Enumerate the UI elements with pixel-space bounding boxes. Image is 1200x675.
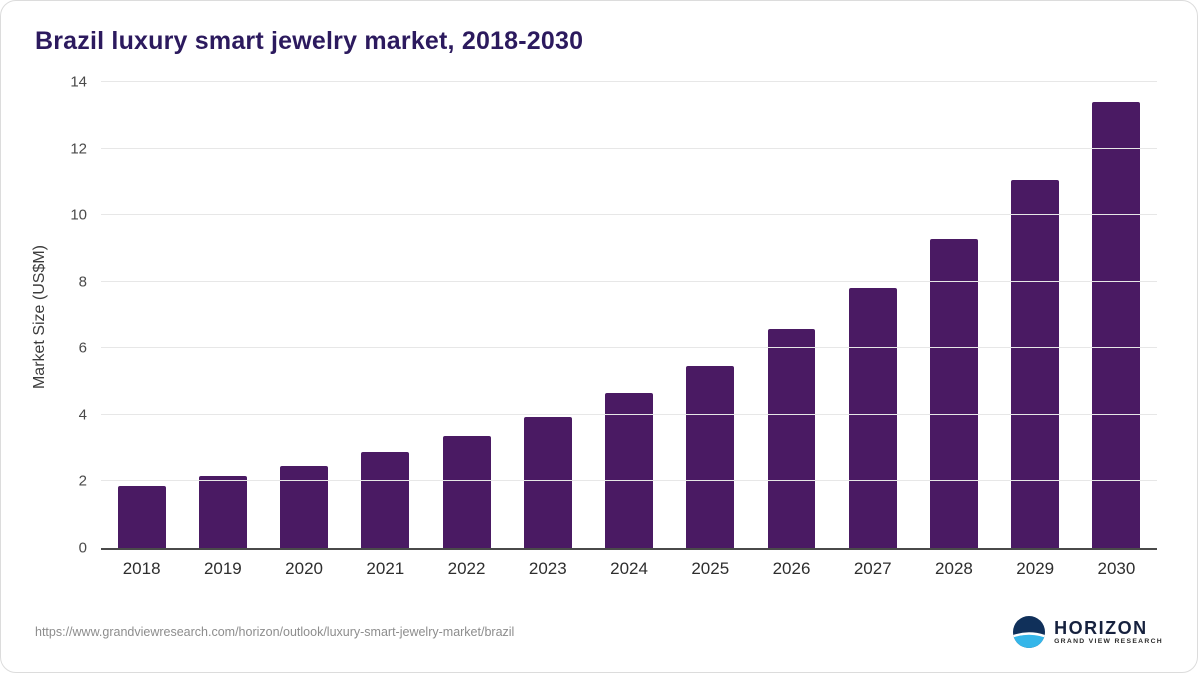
bar-chart: Market Size (US$M) 0 2 4 6 8 10 12 14 2018 2019 2… [31,75,1163,579]
gridline [101,280,1157,282]
bar-2018 [117,485,166,548]
logo-subtitle: GRAND VIEW RESEARCH [1054,637,1163,645]
bar-2023 [523,416,572,548]
y-tick-label: 4 [78,406,87,424]
y-tick-label: 12 [70,140,87,158]
gridline [101,480,1157,482]
logo-text-block: HORIZON GRAND VIEW RESEARCH [1054,619,1163,645]
bars-container [101,82,1157,548]
y-tick-label: 2 [78,472,87,490]
bar-2028 [930,239,978,548]
plot-area: 0 2 4 6 8 10 12 14 [70,75,1157,556]
bar-2021 [361,452,410,548]
gridline [101,81,1157,82]
bar-cell [995,82,1076,548]
horizon-logo-icon [1013,616,1046,648]
x-tick-label: 2025 [691,559,730,578]
x-tick-label: 2029 [1016,559,1055,578]
gridline [101,413,1157,415]
bar-cell [1076,82,1157,548]
bar-cell [345,82,426,548]
x-tick-label: 2022 [447,559,486,578]
bar-2020 [280,465,329,548]
bar-cell [426,82,507,548]
x-tick-label: 2020 [285,559,323,578]
footer: https://www.grandviewresearch.com/horizo… [35,616,1163,654]
y-tick-label: 0 [78,539,87,557]
gridline [101,147,1157,149]
bar-2019 [198,475,247,548]
bar-cell [507,82,588,548]
y-tick-label: 8 [78,273,87,291]
bar-cell [670,82,751,548]
bar-cell [263,82,344,548]
x-tick-label: 2027 [853,559,892,578]
y-tick-label: 10 [70,206,87,224]
x-tick-label: 2030 [1097,559,1136,578]
bar-2026 [767,328,816,548]
x-axis-labels: 2018 2019 2020 2021 2022 2023 2024 2025 2026 2027… [101,559,1157,579]
x-tick-label: 2019 [203,559,242,578]
bar-cell [832,82,913,548]
bar-2029 [1011,179,1060,548]
x-tick-label: 2026 [772,559,811,578]
gridline [101,347,1157,349]
horizon-logo: HORIZON GRAND VIEW RESEARCH [1013,616,1163,648]
bar-cell [588,82,669,548]
bar-cell [101,82,182,548]
bar-cell [751,82,832,548]
x-tick-label: 2028 [935,559,973,578]
bar-2022 [442,436,491,548]
x-tick-label: 2024 [610,559,648,578]
y-tick-label: 14 [70,73,87,91]
bar-2024 [605,392,653,548]
x-tick-label: 2023 [528,559,567,578]
bar-2025 [686,365,735,548]
gridline [101,214,1157,216]
y-axis-label: Market Size (US$M) [31,244,48,390]
x-tick-label: 2018 [122,559,161,578]
bar-cell [182,82,263,548]
source-url: https://www.grandviewresearch.com/horizo… [35,625,515,639]
chart-title: Brazil luxury smart jewelry market, 2018… [35,27,584,55]
bar-2027 [848,288,897,548]
x-tick-label: 2021 [366,559,405,578]
logo-title: HORIZON [1054,618,1148,639]
y-tick-label: 6 [78,339,87,357]
bar-cell [913,82,994,548]
bar-2030 [1092,101,1141,548]
